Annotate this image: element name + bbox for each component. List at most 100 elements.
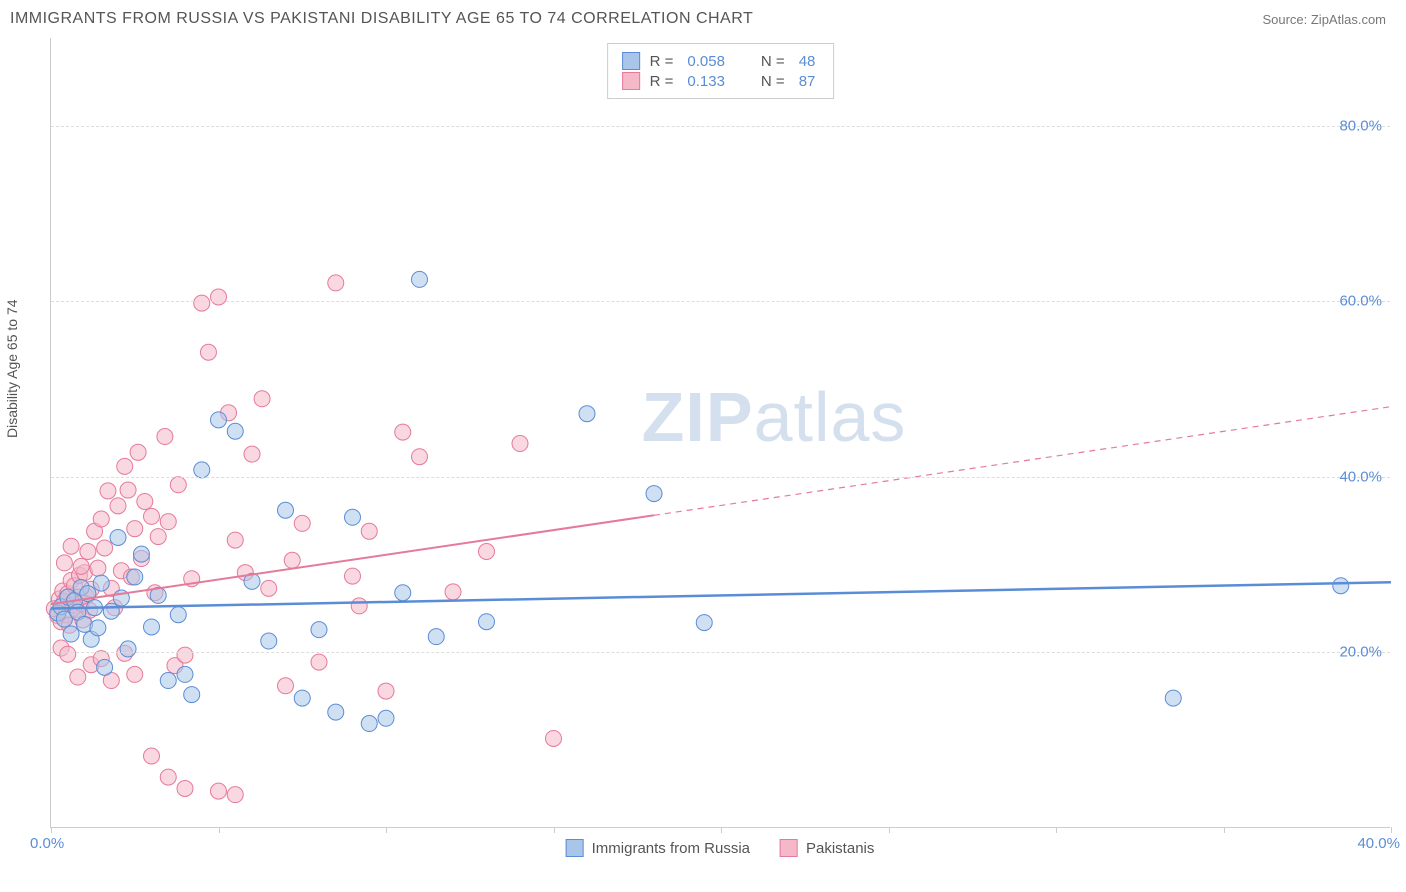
pakistani-point [284,552,300,568]
russia-point [361,716,377,732]
legend-series-item: Pakistanis [780,839,874,857]
russia-point [311,622,327,638]
grid-line [51,477,1390,478]
pakistani-point [395,424,411,440]
russia-point [579,406,595,422]
y-tick-label: 40.0% [1339,468,1382,485]
pakistani-point [227,532,243,548]
pakistani-point [328,275,344,291]
x-min-label: 0.0% [30,835,64,852]
pakistani-point [127,666,143,682]
russia-point [428,629,444,645]
russia-point [133,546,149,562]
russia-point [1165,690,1181,706]
pakistani-point [361,523,377,539]
pakistani-point [261,580,277,596]
x-max-label: 40.0% [1357,835,1400,852]
pakistani-point [160,769,176,785]
legend-series-item: Immigrants from Russia [566,839,750,857]
pakistani-point [227,787,243,803]
r-value: 0.133 [687,73,725,90]
russia-point [328,704,344,720]
pakistani-point [345,568,361,584]
pakistani-point [127,521,143,537]
pakistani-point [211,289,227,305]
pakistani-point [294,515,310,531]
russia-point [412,271,428,287]
x-tick [721,827,722,833]
russia-point [90,620,106,636]
x-axis-labels: 0.0% 40.0% Immigrants from RussiaPakista… [50,835,1390,865]
russia-point [110,529,126,545]
russia-point [261,633,277,649]
pakistani-point [73,558,89,574]
russia-point [184,687,200,703]
x-tick [554,827,555,833]
russia-point [93,575,109,591]
y-tick-label: 60.0% [1339,293,1382,310]
pakistani-point [63,538,79,554]
x-tick [1224,827,1225,833]
pakistani-point [60,646,76,662]
x-tick [1056,827,1057,833]
russia-point [479,614,495,630]
pakistani-point [512,436,528,452]
chart-header: IMMIGRANTS FROM RUSSIA VS PAKISTANI DISA… [0,0,1406,33]
russia-point [278,502,294,518]
r-label: R = [650,53,674,70]
pakistani-point [150,529,166,545]
n-label: N = [761,73,785,90]
pakistani-point [90,560,106,576]
source-label: Source: ZipAtlas.com [1262,12,1386,27]
series-legend: Immigrants from Russia Pakistanis [566,839,875,857]
russia-point [227,423,243,439]
pakistani-point [194,295,210,311]
pakistani-point [120,482,136,498]
pakistani-point [445,584,461,600]
russia-point [696,615,712,631]
russia-point [127,569,143,585]
r-label: R = [650,73,674,90]
legend-swatch [780,839,798,857]
russia-point [170,607,186,623]
russia-point [97,659,113,675]
russia-point [211,412,227,428]
y-tick-label: 20.0% [1339,644,1382,661]
russia-point [646,486,662,502]
russia-point [160,673,176,689]
russia-point [194,462,210,478]
pakistani-point [160,514,176,530]
pakistani-point [97,540,113,556]
pakistani-point [117,458,133,474]
pakistani-point [177,647,193,663]
russia-point [120,641,136,657]
legend-series-label: Pakistanis [806,840,874,857]
pakistani-point [351,598,367,614]
n-value: 48 [799,53,816,70]
x-tick [219,827,220,833]
pakistani-point [137,493,153,509]
x-tick [1391,827,1392,833]
x-tick [889,827,890,833]
pakistani-trend-line-dashed [654,407,1391,516]
pakistani-point [546,730,562,746]
pakistani-point [177,781,193,797]
pakistani-point [80,544,96,560]
pakistani-point [211,783,227,799]
n-label: N = [761,53,785,70]
pakistani-point [56,555,72,571]
pakistani-point [144,508,160,524]
chart-plot-area: ZIPatlas R =0.058N =48R =0.133N =87 20.0… [50,38,1390,828]
pakistani-point [100,483,116,499]
r-value: 0.058 [687,53,725,70]
pakistani-point [144,748,160,764]
pakistani-point [479,544,495,560]
russia-point [345,509,361,525]
pakistani-point [170,477,186,493]
legend-series-label: Immigrants from Russia [592,840,750,857]
russia-point [378,710,394,726]
grid-line [51,652,1390,653]
legend-stat-row: R =0.133N =87 [622,72,820,90]
chart-title: IMMIGRANTS FROM RUSSIA VS PAKISTANI DISA… [10,10,753,28]
pakistani-point [157,429,173,445]
